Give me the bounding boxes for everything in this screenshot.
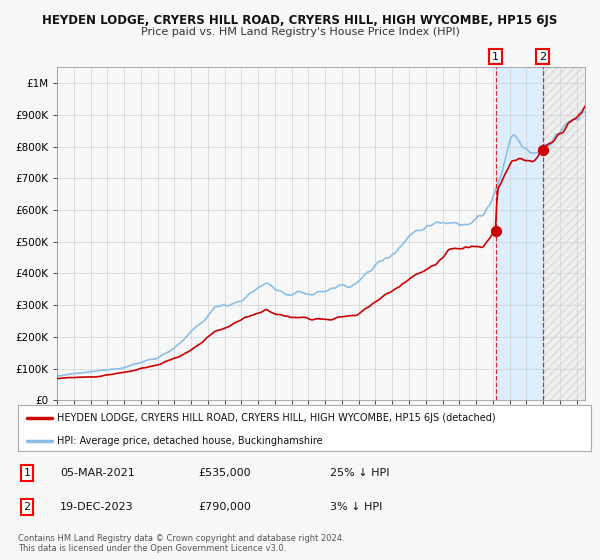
Text: HPI: Average price, detached house, Buckinghamshire: HPI: Average price, detached house, Buck… xyxy=(57,436,323,446)
Text: £790,000: £790,000 xyxy=(198,502,251,512)
Bar xyxy=(542,67,585,400)
Point xyxy=(491,226,500,235)
Text: 3% ↓ HPI: 3% ↓ HPI xyxy=(330,502,382,512)
Text: 2: 2 xyxy=(539,52,546,62)
Text: HEYDEN LODGE, CRYERS HILL ROAD, CRYERS HILL, HIGH WYCOMBE, HP15 6JS (detached): HEYDEN LODGE, CRYERS HILL ROAD, CRYERS H… xyxy=(57,413,496,423)
Text: 1: 1 xyxy=(23,468,31,478)
Bar xyxy=(496,67,542,400)
Point xyxy=(538,145,547,154)
Text: 25% ↓ HPI: 25% ↓ HPI xyxy=(330,468,389,478)
Text: HEYDEN LODGE, CRYERS HILL ROAD, CRYERS HILL, HIGH WYCOMBE, HP15 6JS: HEYDEN LODGE, CRYERS HILL ROAD, CRYERS H… xyxy=(43,14,557,27)
Text: 1: 1 xyxy=(492,52,499,62)
Text: £535,000: £535,000 xyxy=(198,468,251,478)
Bar xyxy=(542,67,585,400)
Text: 05-MAR-2021: 05-MAR-2021 xyxy=(60,468,135,478)
Text: Contains HM Land Registry data © Crown copyright and database right 2024.
This d: Contains HM Land Registry data © Crown c… xyxy=(18,534,344,553)
Text: 2: 2 xyxy=(23,502,31,512)
Text: Price paid vs. HM Land Registry's House Price Index (HPI): Price paid vs. HM Land Registry's House … xyxy=(140,27,460,37)
Text: 19-DEC-2023: 19-DEC-2023 xyxy=(60,502,134,512)
